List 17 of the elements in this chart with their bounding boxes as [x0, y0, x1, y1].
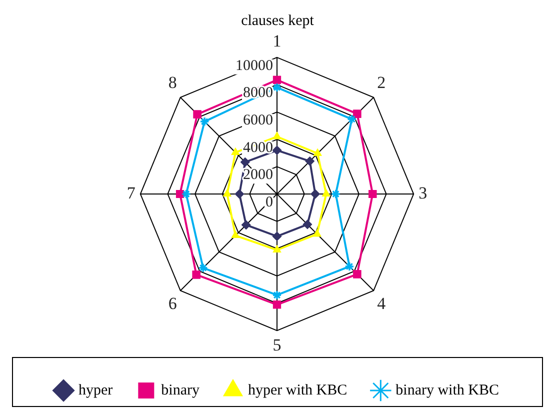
spoke-label: 3	[418, 183, 428, 202]
spoke-label: 5	[272, 335, 282, 354]
chart-title: clauses kept	[241, 12, 315, 29]
spoke-label: 6	[168, 294, 177, 313]
spoke-label: 1	[272, 32, 282, 51]
y-tick-label: 10000	[236, 58, 273, 74]
legend-label: hyper with KBC	[248, 382, 348, 398]
y-tick-label: 0	[266, 194, 273, 210]
spoke-label: 7	[126, 183, 136, 202]
legend-label: hyper	[78, 382, 113, 398]
spoke-label: 4	[377, 294, 386, 313]
legend-label: binary	[161, 382, 200, 398]
spoke-label: 2	[377, 73, 386, 92]
y-tick-label: 2000	[243, 167, 273, 184]
legend-label: binary with KBC	[396, 382, 499, 398]
y-tick-label: 6000	[243, 112, 273, 128]
spoke-label: 8	[168, 73, 177, 92]
